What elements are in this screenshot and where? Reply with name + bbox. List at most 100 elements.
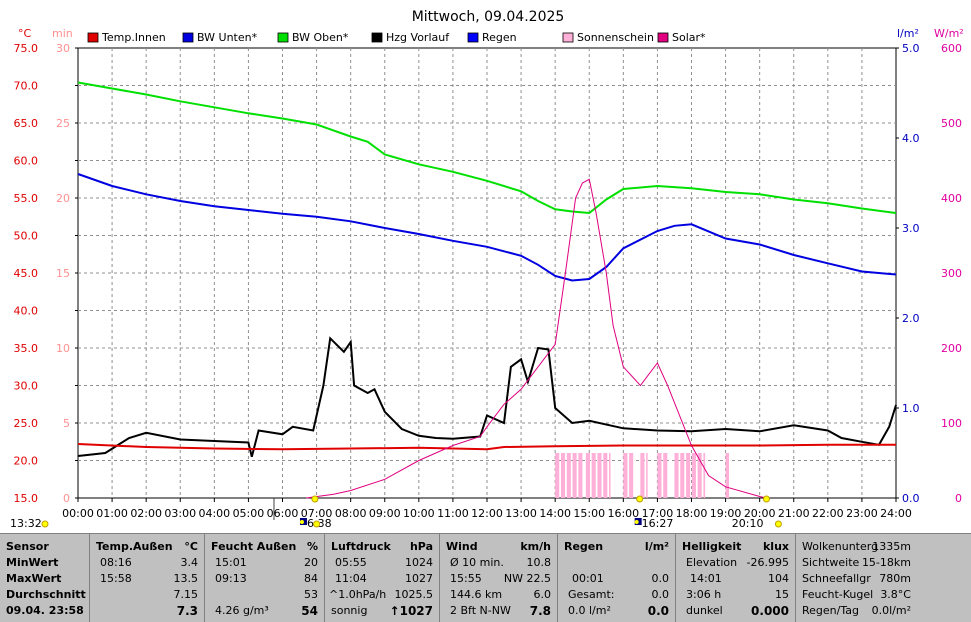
extra-section: Wolkenunterg 1335m Sichtweite 15-18km Sc…: [796, 534, 971, 622]
sun-elevation-label: Elevation: [686, 556, 738, 569]
weather-chart: Mittwoch, 09.04.2025 °C min l/m² W/m² Temp.…: [10, 9, 964, 530]
sunshine-bar: [609, 453, 611, 498]
sun-icon: [634, 520, 639, 524]
axis-header-min: min: [52, 27, 73, 40]
humidity-max-value: 84: [304, 572, 318, 585]
humidity-min-time: 15:01: [215, 556, 247, 569]
light-state: dunkel: [686, 604, 723, 617]
y-tick-label-min: 25: [56, 117, 70, 130]
y-tick-label-temp: 60.0: [14, 155, 39, 168]
absolute-humidity: 4.26 g/m³: [215, 604, 269, 617]
axis-header-rain: l/m²: [897, 27, 919, 40]
rain-current: 0.0: [647, 604, 669, 618]
y-tick-label-rain: 0.0: [902, 492, 920, 505]
min-label: MinWert: [6, 556, 59, 569]
sunshine-bar: [585, 453, 590, 498]
x-tick-label: 05:00: [233, 507, 265, 520]
wind-beaufort: 2 Bft N-NW: [450, 604, 511, 617]
sun-icon: [774, 520, 782, 528]
y-tick-label-solar: 300: [941, 267, 962, 280]
sunshine-bar: [572, 453, 577, 498]
humidity-max-time: 09:13: [215, 572, 247, 585]
visibility-label: Sichtweite: [802, 556, 860, 569]
visibility-value: 15-18km: [861, 556, 911, 569]
rain-total-value: 0.0: [651, 588, 670, 601]
series-line-hzg-vorlauf: [77, 336, 897, 458]
rain-header: Regen: [564, 540, 604, 553]
sunshine-bar: [686, 453, 691, 498]
y-tick-label-rain: 3.0: [902, 222, 920, 235]
legend-label: Regen: [482, 31, 517, 44]
humidity-current: 54: [301, 604, 318, 618]
y-tick-label-temp: 50.0: [14, 230, 39, 243]
y-tick-label-temp: 75.0: [14, 42, 39, 55]
sunshine-bar: [603, 453, 608, 498]
brightness-average: 15: [775, 588, 789, 601]
sunshine-bar: [578, 453, 583, 498]
wind-avg-value: 10.8: [526, 556, 552, 569]
sun-elevation-value: -26.995: [746, 556, 789, 569]
wind-current: 7.8: [529, 604, 551, 618]
pressure-unit: hPa: [409, 540, 433, 553]
y-tick-label-solar: 600: [941, 42, 962, 55]
x-tick-label: 13:00: [505, 507, 537, 520]
y-tick-label-temp: 20.0: [14, 455, 39, 468]
sun-icon: [41, 520, 49, 528]
sunshine-bar: [646, 453, 648, 498]
brightness-current: 0.000: [751, 604, 789, 618]
y-tick-label-rain: 1.0: [902, 402, 920, 415]
sun-event-icon: [762, 495, 770, 503]
legend-label: BW Unten*: [197, 31, 258, 44]
y-tick-label-temp: 35.0: [14, 342, 39, 355]
wind-max-value: NW 22.5: [503, 572, 551, 585]
y-tick-label-min: 5: [63, 417, 70, 430]
humidity-average: 53: [304, 588, 318, 601]
y-tick-label-min: 0: [63, 492, 70, 505]
y-tick-label-rain: 2.0: [902, 312, 920, 325]
y-tick-label-temp: 55.0: [14, 192, 39, 205]
rain-total-label: Gesamt:: [568, 588, 615, 601]
x-tick-label: 24:00: [880, 507, 912, 520]
left-marker-label: 13:32: [10, 517, 42, 530]
sunshine-bar: [566, 453, 571, 498]
brightness-header: Helligkeit: [682, 540, 742, 553]
pressure-max-time: 11:04: [335, 572, 367, 585]
sun-icon: [313, 520, 321, 528]
pressure-section: Luftdruck hPa 05:55 1024 11:04 1027 ^1.0…: [325, 534, 440, 622]
avg-label: Durchschnitt: [6, 588, 86, 601]
brightness-max-value: 104: [768, 572, 789, 585]
sunshine-duration: 3:06 h: [686, 588, 722, 601]
chart-legend: Temp.Innen BW Unten* BW Oben* Hzg Vorlauf Re…: [87, 31, 706, 44]
axis-header-temp_c: °C: [18, 27, 32, 40]
stats-panel: Sensor MinWert MaxWert Durchschnitt 09.0…: [0, 533, 971, 622]
legend-label: BW Oben*: [292, 31, 349, 44]
sunshine-bar: [680, 453, 685, 498]
x-tick-label: 20:00: [744, 507, 776, 520]
sun-icon: [299, 520, 304, 524]
sensor-header: Sensor: [6, 540, 49, 553]
temp-min-value: 3.4: [180, 556, 199, 569]
wind-average: 6.0: [533, 588, 552, 601]
wind-section: Wind km/h Ø 10 min. 10.8 15:55 NW 22.5 1…: [440, 534, 558, 622]
legend-label: Solar*: [672, 31, 706, 44]
cloud-base-label: Wolkenunterg: [802, 540, 879, 553]
x-tick-label: 11:00: [437, 507, 469, 520]
temp-unit: °C: [184, 540, 198, 553]
x-tick-label: 07:00: [301, 507, 333, 520]
sunshine-bar: [657, 453, 662, 498]
rain-time: 00:01: [572, 572, 604, 585]
pressure-header: Luftdruck: [331, 540, 391, 553]
legend-swatch: [87, 32, 99, 43]
pressure-current: ↑1027: [389, 604, 433, 618]
snowline-label: Schneefallgr: [802, 572, 871, 585]
bottom-marker-label: 20:10: [732, 517, 764, 530]
y-tick-label-temp: 45.0: [14, 267, 39, 280]
pressure-average: 1025.5: [394, 588, 434, 601]
chart-title: Mittwoch, 09.04.2025: [412, 9, 565, 25]
sunshine-bar: [629, 453, 634, 498]
y-tick-label-temp: 30.0: [14, 380, 39, 393]
sunshine-bar: [691, 453, 696, 498]
y-tick-label-rain: 5.0: [902, 42, 920, 55]
wind-avg-label: Ø 10 min.: [450, 556, 504, 569]
cloud-base-value: 1335m: [872, 540, 911, 553]
